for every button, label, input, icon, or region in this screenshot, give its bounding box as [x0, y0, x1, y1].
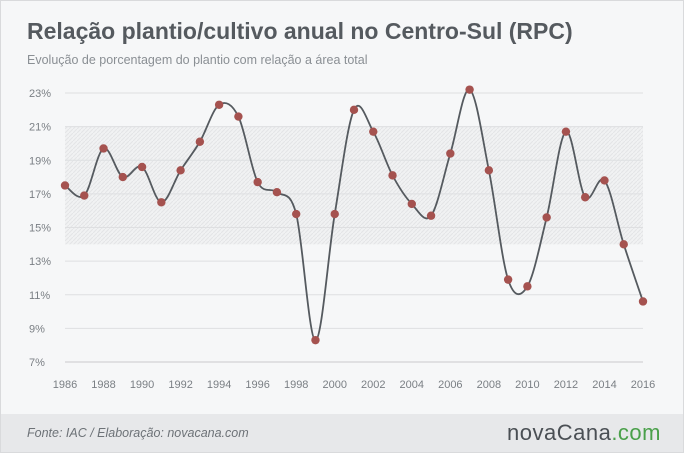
y-tick-label: 23%	[29, 88, 51, 100]
data-point	[234, 112, 243, 121]
data-point	[137, 162, 147, 172]
data-point	[388, 171, 397, 180]
y-tick-label: 21%	[29, 122, 51, 134]
data-point	[118, 172, 128, 182]
data-point	[542, 213, 551, 222]
logo-text-cana: Cana	[556, 420, 612, 445]
y-tick-label: 15%	[29, 223, 51, 235]
data-point	[446, 149, 455, 158]
data-point	[600, 176, 609, 185]
x-tick-label: 2006	[438, 379, 462, 391]
data-point	[619, 240, 628, 249]
data-point	[426, 211, 436, 220]
x-tick-label: 1992	[168, 379, 192, 391]
y-tick-label: 9%	[29, 323, 45, 335]
x-tick-label: 2004	[400, 379, 424, 391]
data-point	[99, 144, 108, 153]
logo-text-nova: nova	[507, 420, 557, 445]
data-point	[195, 137, 205, 146]
data-point	[253, 177, 262, 187]
x-tick-label: 2002	[361, 379, 385, 391]
x-tick-label: 2014	[592, 379, 616, 391]
data-point	[214, 100, 224, 109]
data-point	[176, 166, 185, 175]
y-tick-label: 7%	[29, 357, 45, 369]
x-tick-label: 2016	[631, 379, 655, 391]
data-point	[60, 181, 70, 190]
data-point	[349, 105, 359, 115]
data-point	[465, 85, 474, 94]
data-point	[272, 187, 282, 197]
x-tick-label: 2008	[477, 379, 501, 391]
reference-band	[65, 126, 643, 245]
x-tick-label: 1990	[130, 379, 154, 391]
chart-subtitle: Evolução de porcentagem do plantio com r…	[27, 53, 368, 67]
x-tick-label: 2000	[322, 379, 346, 391]
data-point	[638, 297, 648, 306]
data-point	[503, 275, 513, 284]
footer: Fonte: IAC / Elaboração: novacana.com no…	[1, 414, 683, 452]
y-tick-label: 19%	[29, 155, 51, 167]
data-point	[292, 209, 301, 219]
x-tick-label: 2012	[554, 379, 578, 391]
data-point	[484, 166, 494, 175]
novacana-logo: novaCana.com	[507, 420, 661, 446]
y-tick-label: 13%	[29, 256, 51, 268]
data-point	[523, 282, 532, 291]
data-point	[80, 191, 89, 200]
data-point	[561, 127, 571, 136]
logo-text-com: .com	[611, 420, 661, 445]
line-chart: 7% 9% 11% 13% 15% 17% 19% 21% 23% 1986 1988 1990 199…	[29, 85, 655, 391]
y-tick-label: 17%	[29, 189, 51, 201]
x-tick-label: 1996	[245, 379, 269, 391]
data-point	[157, 198, 166, 207]
data-point	[369, 127, 378, 136]
data-point	[581, 193, 590, 202]
data-point	[311, 335, 320, 345]
x-tick-label: 2010	[515, 379, 539, 391]
data-point	[407, 199, 416, 209]
x-tick-label: 1988	[91, 379, 115, 391]
y-tick-label: 11%	[29, 290, 50, 302]
x-tick-label: 1986	[53, 379, 77, 391]
chart-title: Relação plantio/cultivo anual no Centro-…	[27, 18, 573, 44]
source-note: Fonte: IAC / Elaboração: novacana.com	[27, 426, 249, 440]
x-tick-label: 1998	[284, 379, 308, 391]
data-point	[330, 209, 339, 219]
x-tick-label: 1994	[207, 379, 231, 391]
